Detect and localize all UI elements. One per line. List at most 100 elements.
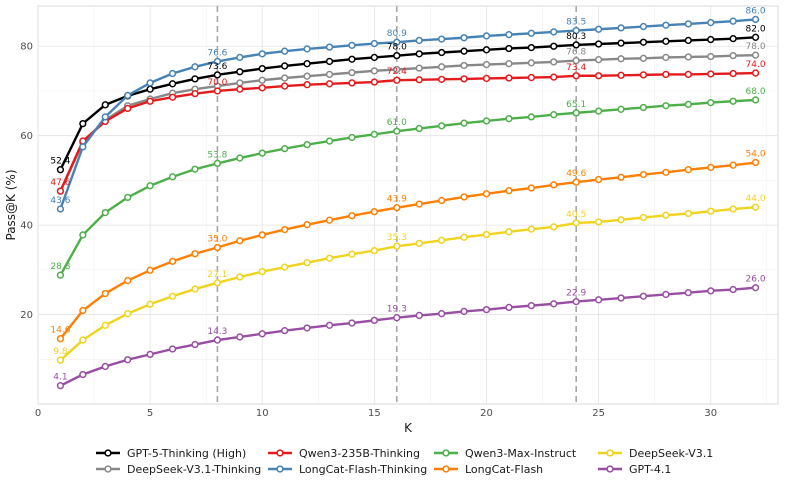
data-point xyxy=(213,71,222,79)
data-point xyxy=(393,51,401,60)
data-point xyxy=(550,223,558,231)
data-point xyxy=(236,68,244,76)
data-label: 27.1 xyxy=(207,270,227,280)
data-point xyxy=(662,37,670,45)
data-point xyxy=(482,32,491,40)
data-label: 47.6 xyxy=(50,178,70,188)
data-point xyxy=(348,212,356,220)
data-point xyxy=(325,80,334,88)
data-point xyxy=(460,61,468,70)
data-point xyxy=(460,307,468,316)
data-point xyxy=(707,163,715,172)
data-point xyxy=(639,213,648,222)
data-point xyxy=(460,193,468,201)
data-point xyxy=(684,36,692,45)
data-point xyxy=(56,271,65,279)
data-label: 43.9 xyxy=(387,195,407,205)
data-point xyxy=(527,73,535,82)
data-point xyxy=(258,149,266,157)
data-point xyxy=(370,316,379,325)
data-point xyxy=(505,60,513,68)
data-point xyxy=(482,60,491,69)
data-point xyxy=(281,47,289,55)
data-point xyxy=(393,38,401,46)
data-point xyxy=(124,276,132,285)
data-point xyxy=(191,63,199,71)
series-line xyxy=(59,71,756,192)
data-point xyxy=(594,25,603,33)
data-point xyxy=(527,184,535,192)
x-tick-label: 20 xyxy=(480,408,493,419)
data-point xyxy=(684,53,692,61)
data-point xyxy=(348,250,356,258)
data-point xyxy=(482,117,491,125)
data-point xyxy=(146,97,154,105)
data-point xyxy=(325,216,334,224)
x-tick-label: 15 xyxy=(368,408,381,419)
data-point xyxy=(437,63,446,71)
legend-key-marker xyxy=(276,449,284,457)
data-point xyxy=(594,40,603,48)
data-label: 49.6 xyxy=(566,169,586,179)
data-point xyxy=(236,79,244,87)
data-point xyxy=(662,102,670,110)
y-tick-label: 20 xyxy=(20,310,33,321)
data-point xyxy=(191,285,199,293)
data-point xyxy=(662,70,670,79)
data-point xyxy=(527,29,535,37)
data-point xyxy=(707,287,715,295)
data-point xyxy=(505,228,513,236)
data-label: 61.0 xyxy=(387,118,407,128)
legend-key-marker xyxy=(276,465,284,473)
data-point xyxy=(415,36,423,45)
data-point xyxy=(707,18,715,27)
data-label: 40.5 xyxy=(566,210,586,220)
data-point xyxy=(415,64,423,72)
data-point xyxy=(146,350,154,359)
data-point xyxy=(56,356,65,364)
data-point xyxy=(617,294,625,302)
data-point xyxy=(348,68,356,77)
data-point xyxy=(527,43,535,52)
data-point xyxy=(729,17,737,25)
data-point xyxy=(617,173,625,181)
legend-key-marker xyxy=(606,449,614,457)
data-point xyxy=(281,145,289,153)
data-point xyxy=(415,124,423,133)
data-point xyxy=(101,208,109,217)
data-point xyxy=(550,58,558,66)
data-point xyxy=(684,288,692,297)
data-point xyxy=(729,205,737,213)
data-point xyxy=(662,168,670,177)
data-point xyxy=(707,98,715,107)
data-point xyxy=(684,20,692,28)
legend-item: GPT-4.1 xyxy=(598,463,671,476)
data-point xyxy=(325,43,334,51)
data-point xyxy=(325,137,334,145)
data-point xyxy=(505,30,513,39)
y-tick-label: 40 xyxy=(20,221,33,232)
series-deepseek-v3-1 xyxy=(56,203,760,364)
data-label: 70.0 xyxy=(207,78,227,88)
data-point xyxy=(751,284,760,292)
data-label: 76.6 xyxy=(207,48,227,58)
data-point xyxy=(617,24,625,32)
data-point xyxy=(460,47,468,55)
data-point xyxy=(662,290,670,299)
data-point xyxy=(594,56,603,64)
data-point xyxy=(370,208,379,216)
data-label: 44.0 xyxy=(746,194,766,204)
series-longcat-flash-thinking xyxy=(56,15,760,213)
series-line xyxy=(59,53,756,192)
data-point xyxy=(482,190,491,198)
data-point xyxy=(707,52,715,61)
data-point xyxy=(236,237,244,245)
data-label: 14.3 xyxy=(207,327,227,337)
data-point xyxy=(348,319,356,327)
data-point xyxy=(505,44,513,53)
data-point xyxy=(751,15,760,24)
data-label: 54.0 xyxy=(746,150,766,160)
data-point xyxy=(303,60,311,68)
data-label: 43.6 xyxy=(50,196,70,206)
